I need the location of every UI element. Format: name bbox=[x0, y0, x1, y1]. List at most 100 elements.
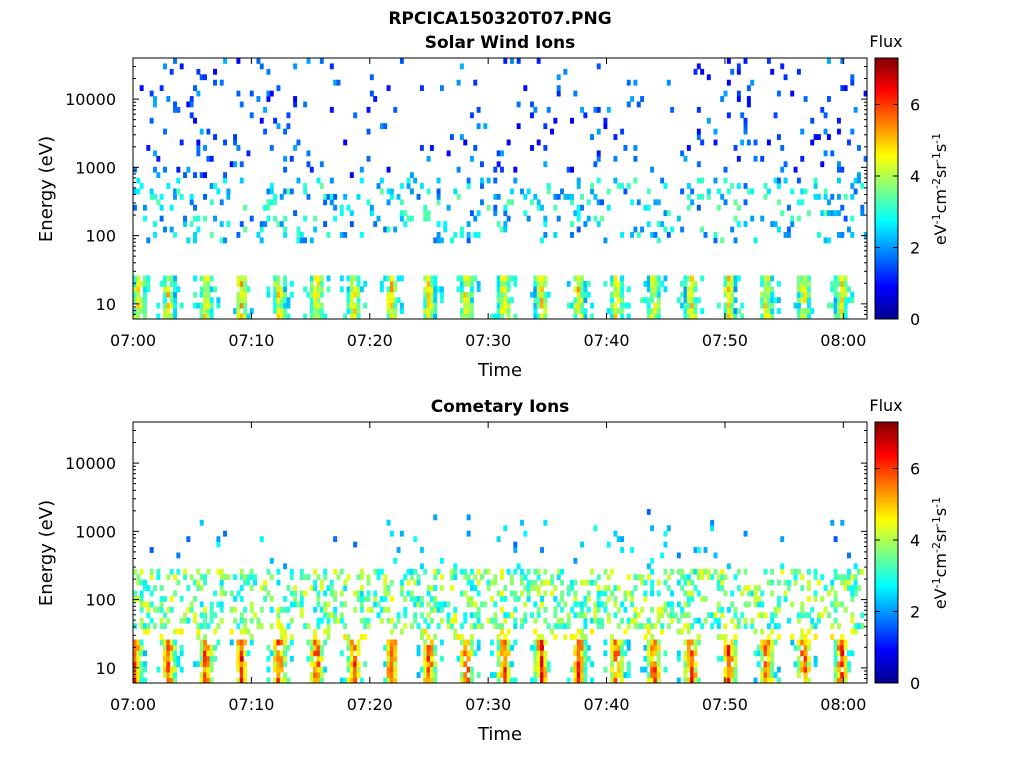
spectrogram-cell bbox=[506, 677, 511, 684]
spectrogram-cell bbox=[176, 568, 181, 575]
spectrogram-cell bbox=[663, 568, 668, 575]
spectrogram-cell bbox=[620, 601, 625, 608]
spectrogram-cell bbox=[353, 661, 358, 668]
spectrogram-cell bbox=[763, 313, 768, 320]
spectrogram-cell bbox=[763, 661, 768, 668]
spectrogram-cell bbox=[139, 297, 144, 304]
spectrogram-cell bbox=[193, 215, 197, 222]
spectrogram-cell bbox=[590, 313, 595, 320]
spectrogram-cell bbox=[386, 519, 391, 526]
spectrogram-cell bbox=[459, 134, 464, 140]
spectrogram-cell bbox=[740, 313, 745, 320]
spectrogram-cell bbox=[363, 596, 368, 602]
spectrogram-cell bbox=[289, 568, 294, 575]
spectrogram-cell bbox=[163, 644, 167, 651]
spectrogram-cell bbox=[656, 291, 661, 298]
spectrogram-cell bbox=[650, 677, 655, 684]
spectrogram-cell bbox=[786, 226, 791, 233]
spectrogram-cell bbox=[736, 183, 741, 189]
spectrogram-cell bbox=[496, 308, 501, 314]
spectrogram-cell bbox=[139, 568, 144, 575]
spectrogram-cell bbox=[383, 596, 388, 602]
spectrogram-cell bbox=[216, 623, 221, 630]
spectrogram-cell bbox=[199, 302, 204, 309]
spectrogram-cell bbox=[496, 644, 501, 651]
spectrogram-cell bbox=[426, 634, 431, 640]
spectrogram-cell bbox=[423, 291, 428, 298]
spectrogram-cell bbox=[820, 210, 825, 217]
spectrogram-cell bbox=[433, 291, 438, 298]
spectrogram-cell bbox=[690, 313, 695, 320]
spectrogram-cell bbox=[459, 677, 464, 684]
spectrogram-cell bbox=[469, 644, 474, 651]
spectrogram-cell bbox=[500, 672, 504, 678]
spectrogram-cell bbox=[730, 650, 735, 657]
spectrogram-cell bbox=[543, 590, 548, 597]
spectrogram-cell bbox=[793, 302, 798, 309]
spectrogram-cell bbox=[329, 177, 334, 184]
spectrogram-cell bbox=[843, 313, 848, 320]
spectrogram-cell bbox=[169, 280, 174, 287]
spectrogram-cell bbox=[716, 204, 721, 211]
spectrogram-cell bbox=[426, 308, 431, 314]
spectrogram-cell bbox=[359, 177, 364, 184]
spectrogram-cell bbox=[646, 275, 651, 282]
spectrogram-cell bbox=[396, 617, 401, 624]
spectrogram-cell bbox=[760, 628, 765, 635]
spectrogram-cell bbox=[723, 313, 728, 320]
spectrogram-cell bbox=[506, 568, 511, 575]
spectrogram-cell bbox=[426, 644, 431, 651]
spectrogram-cell bbox=[643, 623, 648, 630]
spectrogram-cell bbox=[149, 574, 154, 581]
spectrogram-cell bbox=[700, 308, 705, 314]
spectrogram-cell bbox=[269, 650, 274, 657]
spectrogram-cell bbox=[686, 677, 691, 684]
spectrogram-cell bbox=[853, 188, 858, 195]
spectrogram-cell bbox=[633, 177, 638, 184]
spectrogram-cell bbox=[146, 628, 151, 635]
spectrogram-cell bbox=[540, 677, 544, 684]
spectrogram-cell bbox=[206, 128, 211, 135]
spectrogram-cell bbox=[703, 617, 708, 624]
spectrogram-cell bbox=[806, 302, 811, 309]
spectrogram-cell bbox=[166, 291, 171, 298]
spectrogram-cell bbox=[770, 655, 775, 662]
spectrogram-cell bbox=[386, 650, 391, 657]
spectrogram-cell bbox=[620, 275, 625, 282]
spectrogram-cell bbox=[183, 568, 187, 575]
spectrogram-cell bbox=[466, 297, 471, 304]
spectrogram-cell bbox=[403, 210, 408, 217]
spectrogram-cell bbox=[209, 232, 214, 238]
spectrogram-cell bbox=[316, 574, 321, 581]
spectrogram-cell bbox=[856, 623, 861, 630]
spectrogram-cell bbox=[476, 644, 481, 651]
spectrogram-cell bbox=[676, 568, 681, 575]
spectrogram-cell bbox=[313, 313, 318, 320]
spectrogram-cell bbox=[186, 606, 191, 613]
spectrogram-cell bbox=[743, 123, 748, 130]
spectrogram-cell bbox=[173, 666, 177, 673]
spectrogram-cell bbox=[730, 275, 735, 282]
spectrogram-cell bbox=[449, 585, 454, 591]
spectrogram-cell bbox=[750, 215, 755, 222]
spectrogram-cell bbox=[650, 313, 655, 320]
spectrogram-cell bbox=[136, 177, 141, 184]
spectrogram-cell bbox=[426, 666, 431, 673]
spectrogram-cell bbox=[236, 650, 241, 657]
spectrogram-cell bbox=[646, 563, 651, 570]
spectrogram-cell bbox=[770, 291, 775, 298]
spectrogram-cell bbox=[833, 606, 838, 613]
colorbar-unit-label: eV-1cm-2sr-1s-1 bbox=[930, 133, 951, 245]
spectrogram-cell bbox=[319, 286, 324, 293]
spectrogram-cell bbox=[163, 302, 167, 309]
spectrogram-cell bbox=[580, 612, 585, 619]
spectrogram-cell bbox=[556, 574, 561, 581]
spectrogram-cell bbox=[620, 536, 625, 543]
spectrogram-cell bbox=[506, 302, 511, 309]
spectrogram-cell bbox=[466, 639, 471, 646]
spectrogram-cell bbox=[546, 666, 551, 673]
spectrogram-cell bbox=[610, 308, 615, 314]
spectrogram-cell bbox=[399, 585, 404, 591]
spectrogram-cell bbox=[449, 134, 454, 140]
spectrogram-cell bbox=[216, 541, 221, 548]
